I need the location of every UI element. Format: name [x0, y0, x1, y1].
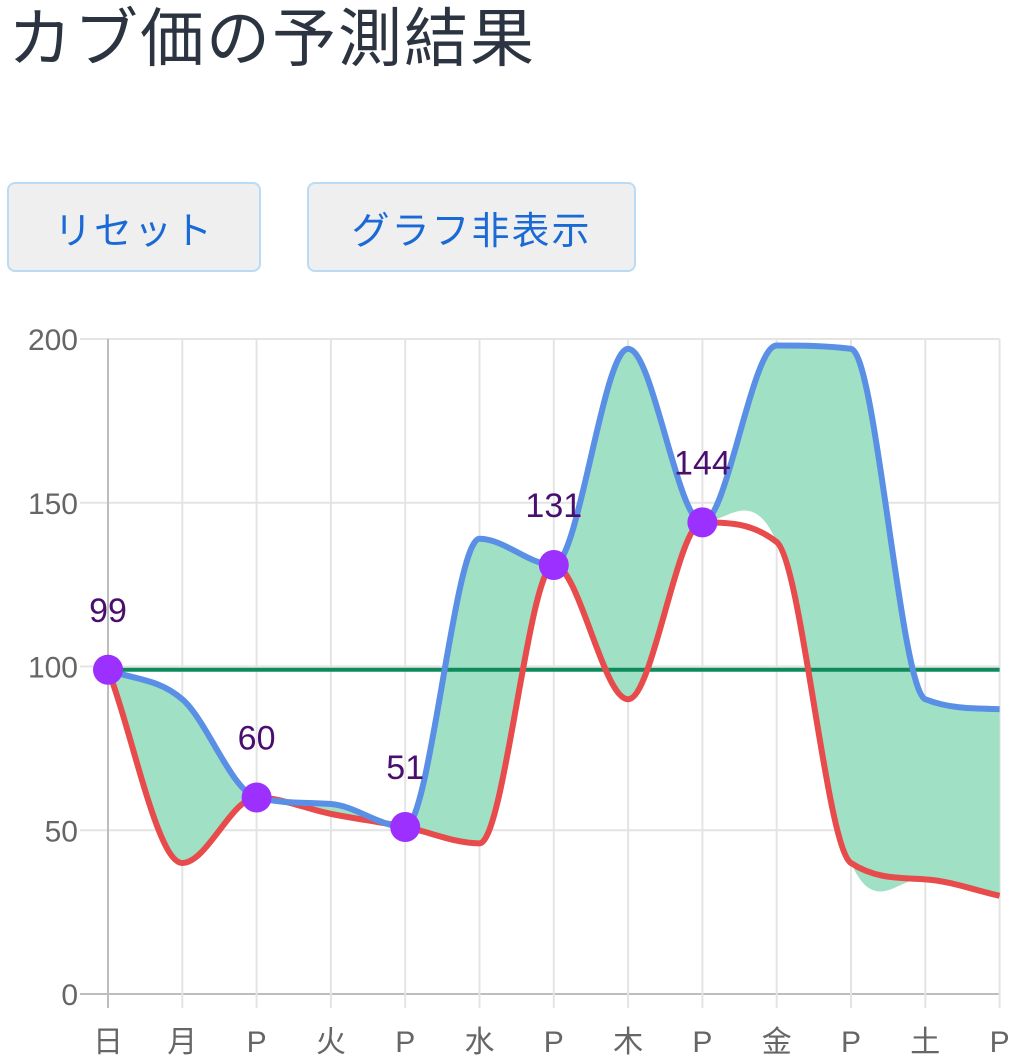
x-tick-label: 火 [316, 1026, 346, 1059]
reset-button[interactable]: リセット [7, 182, 261, 272]
x-tick-label: 金 [762, 1026, 792, 1059]
y-axis: 0 50 100 150 200 [28, 324, 78, 1012]
data-point [93, 654, 123, 685]
data-label: 51 [386, 749, 424, 787]
x-tick-label: 水 [465, 1026, 495, 1059]
x-tick-label: 月 [167, 1026, 197, 1059]
range-fill [108, 345, 1000, 896]
data-label: 131 [525, 487, 582, 525]
y-tick-label: 50 [45, 815, 78, 848]
x-tick-label: P [990, 1026, 1010, 1059]
max-price-line [106, 342, 1000, 830]
page-title: カブ価の予測結果 [8, 3, 536, 77]
x-tick-label: P [395, 1026, 415, 1059]
x-tick-label: 木 [613, 1026, 643, 1059]
x-tick-label: P [544, 1026, 564, 1059]
x-tick-label: P [692, 1026, 712, 1059]
y-tick-label: 150 [28, 488, 78, 521]
data-point [538, 549, 569, 580]
data-point [687, 507, 718, 538]
y-tick-label: 100 [28, 652, 78, 685]
range-area [108, 345, 1000, 896]
y-tick-label: 200 [28, 324, 78, 357]
data-point [390, 811, 421, 842]
data-label: 99 [89, 592, 127, 630]
data-label: 144 [674, 444, 731, 482]
data-points: 99 60 51 131 144 [89, 444, 731, 842]
x-tick-label: P [841, 1026, 861, 1059]
y-tick-label: 0 [61, 979, 78, 1012]
x-tick-label: P [247, 1026, 267, 1059]
data-label: 60 [238, 720, 276, 758]
x-tick-label: 土 [910, 1026, 940, 1059]
hide-graph-button[interactable]: グラフ非表示 [307, 182, 636, 272]
x-tick-label: 日 [93, 1026, 123, 1059]
data-point [241, 782, 272, 813]
